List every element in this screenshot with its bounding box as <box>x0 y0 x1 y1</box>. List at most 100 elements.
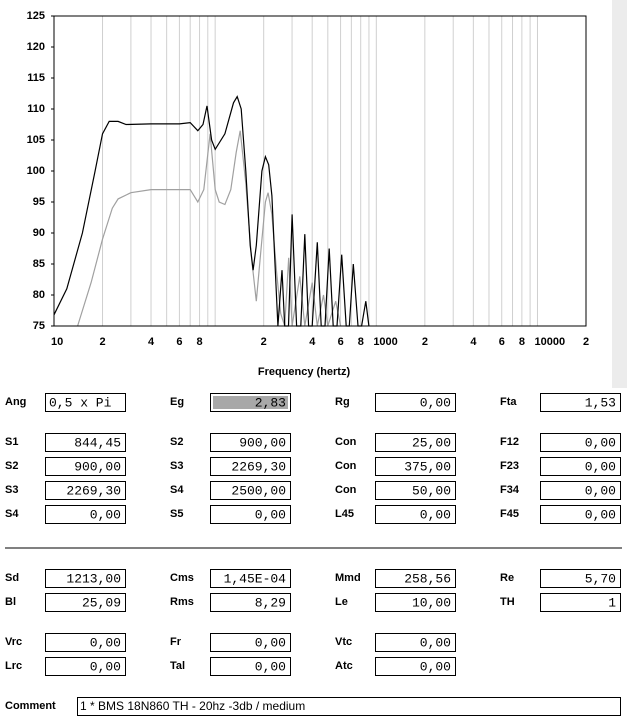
x-tick-label: 4 <box>148 336 155 348</box>
x-tick-label: 4 <box>470 336 477 348</box>
field-label: Lrc <box>5 660 22 672</box>
x-tick-label: 2 <box>261 336 267 348</box>
y-tick-label: 100 <box>27 165 45 177</box>
field-label: Fta <box>500 396 517 408</box>
field-box[interactable] <box>210 657 291 676</box>
field-box[interactable] <box>540 505 621 524</box>
field-value: 0,5 x Pi <box>49 395 112 410</box>
y-tick-label: 75 <box>33 320 45 332</box>
field-box[interactable] <box>375 657 456 676</box>
field-value: 0,00 <box>90 659 121 674</box>
field-value: 900,00 <box>74 459 121 474</box>
field-box[interactable] <box>375 505 456 524</box>
field-value: 5,70 <box>585 571 616 586</box>
field-value: 50,00 <box>412 483 451 498</box>
field-value: 1 <box>608 595 616 610</box>
field-box[interactable] <box>540 433 621 452</box>
field-label: F12 <box>500 436 519 448</box>
field-box[interactable] <box>375 433 456 452</box>
field-value: 0,00 <box>420 507 451 522</box>
field-label: Rg <box>335 396 350 408</box>
field-value: 0,00 <box>585 507 616 522</box>
comment-label: Comment <box>5 700 56 712</box>
x-tick-label: 6 <box>338 336 344 348</box>
x-tick-label: 8 <box>197 336 203 348</box>
x-tick-label: 2 <box>583 336 589 348</box>
field-box[interactable] <box>375 481 456 500</box>
field-box[interactable] <box>45 633 126 652</box>
field-value: 900,00 <box>239 435 286 450</box>
x-tick-label: 4 <box>309 336 316 348</box>
field-box[interactable] <box>45 505 126 524</box>
field-label: Eg <box>170 396 184 408</box>
field-value: 8,29 <box>255 595 286 610</box>
field-label: Tal <box>170 660 185 672</box>
y-tick-label: 120 <box>27 41 45 53</box>
field-value: 2269,30 <box>231 459 286 474</box>
field-box[interactable] <box>375 393 456 412</box>
x-tick-label: 1000 <box>373 336 397 348</box>
field-label: Bl <box>5 596 16 608</box>
x-tick-label: 2 <box>100 336 106 348</box>
field-label: S4 <box>5 508 19 520</box>
field-value: 0,00 <box>90 507 121 522</box>
field-box[interactable] <box>210 457 291 476</box>
x-tick-label: 6 <box>176 336 182 348</box>
field-value: 375,00 <box>404 459 451 474</box>
x-tick-label: 10000 <box>534 336 565 348</box>
field-label: S3 <box>170 460 183 472</box>
field-box[interactable] <box>210 593 291 612</box>
field-label: Fr <box>170 636 182 648</box>
field-box[interactable] <box>210 505 291 524</box>
field-box[interactable] <box>540 593 621 612</box>
field-label: S3 <box>5 484 18 496</box>
field-value: 844,45 <box>74 435 121 450</box>
field-label: Sd <box>5 572 19 584</box>
y-tick-label: 90 <box>33 227 45 239</box>
field-box[interactable] <box>210 481 291 500</box>
field-box[interactable] <box>375 569 456 588</box>
field-value: 0,00 <box>255 659 286 674</box>
field-label: Vtc <box>335 636 352 648</box>
parameter-form: Ang 0,5 x Pi Eg 2,83 Rg 0,00 Fta 1,53 S1 844,45 S2… <box>5 393 621 716</box>
field-value: 10,00 <box>412 595 451 610</box>
field-value: 0,00 <box>420 635 451 650</box>
field-box[interactable] <box>540 457 621 476</box>
comment-box[interactable] <box>77 697 621 716</box>
field-box[interactable] <box>45 593 126 612</box>
field-box[interactable] <box>45 657 126 676</box>
field-value: 2500,00 <box>231 483 286 498</box>
y-tick-label: 125 <box>27 10 45 22</box>
field-box[interactable] <box>540 569 621 588</box>
field-value: 1,53 <box>585 395 616 410</box>
field-label: S5 <box>170 508 183 520</box>
field-label: Rms <box>170 596 194 608</box>
field-box[interactable] <box>45 433 126 452</box>
field-box[interactable] <box>375 457 456 476</box>
field-label: S1 <box>5 436 18 448</box>
field-box[interactable] <box>45 457 126 476</box>
y-tick-label: 85 <box>33 258 45 270</box>
x-tick-label: 8 <box>519 336 525 348</box>
field-box[interactable] <box>45 393 126 412</box>
field-box[interactable] <box>210 633 291 652</box>
field-value: 0,00 <box>585 483 616 498</box>
field-label: TH <box>500 596 515 608</box>
field-value: 0,00 <box>585 459 616 474</box>
field-label: F34 <box>500 484 520 496</box>
field-label: Mmd <box>335 572 361 584</box>
field-box[interactable] <box>210 433 291 452</box>
field-label: Con <box>335 436 357 448</box>
axes: 10 2 4 6 8 2 4 6 8 1000 2 4 6 8 10000 2 75 80 85 90 95 100 105… <box>27 10 589 348</box>
field-box[interactable] <box>375 633 456 652</box>
field-box[interactable] <box>45 569 126 588</box>
field-box[interactable] <box>540 393 621 412</box>
field-box[interactable] <box>45 481 126 500</box>
field-value: 0,00 <box>90 635 121 650</box>
field-label: F23 <box>500 460 519 472</box>
field-box[interactable] <box>210 569 291 588</box>
field-label: Con <box>335 484 357 496</box>
field-box[interactable] <box>375 593 456 612</box>
field-label: L45 <box>335 508 354 520</box>
field-box[interactable] <box>540 481 621 500</box>
